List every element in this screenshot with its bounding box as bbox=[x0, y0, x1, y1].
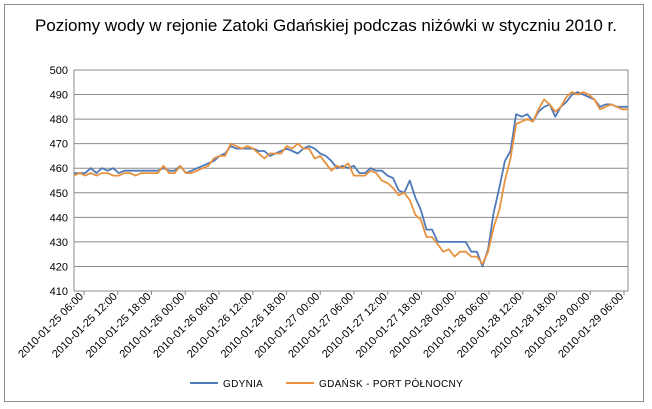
legend-label-gdansk: GDAŃSK - PORT PÓŁNOCNY bbox=[319, 377, 463, 390]
plot-area-border bbox=[73, 69, 629, 292]
y-tick-label: 420 bbox=[50, 261, 68, 273]
series-line-gdansk bbox=[73, 91, 628, 265]
x-tick-label: 2010-01-29 06:00 bbox=[556, 291, 626, 361]
y-tick-label: 500 bbox=[50, 65, 68, 77]
y-tick-label: 410 bbox=[50, 286, 68, 298]
y-tick-label: 470 bbox=[50, 139, 68, 151]
y-tick-label: 430 bbox=[50, 237, 68, 249]
legend-label-gdynia: GDYNIA bbox=[223, 379, 263, 390]
y-tick-label: 450 bbox=[50, 188, 68, 200]
series-lines bbox=[73, 91, 628, 268]
gridlines bbox=[74, 69, 628, 292]
y-tick-label: 460 bbox=[50, 163, 68, 175]
y-axis-ticks: 410 420 430 440 450 460 470 480 490 500 bbox=[50, 65, 68, 298]
legend: GDYNIA GDAŃSK - PORT PÓŁNOCNY bbox=[190, 377, 463, 390]
y-tick-label: 480 bbox=[50, 114, 68, 126]
series-line-gdynia bbox=[74, 91, 628, 268]
y-tick-label: 490 bbox=[50, 90, 68, 102]
y-tick-label: 440 bbox=[50, 212, 68, 224]
chart-title: Poziomy wody w rejonie Zatoki Gdańskiej … bbox=[34, 16, 618, 35]
